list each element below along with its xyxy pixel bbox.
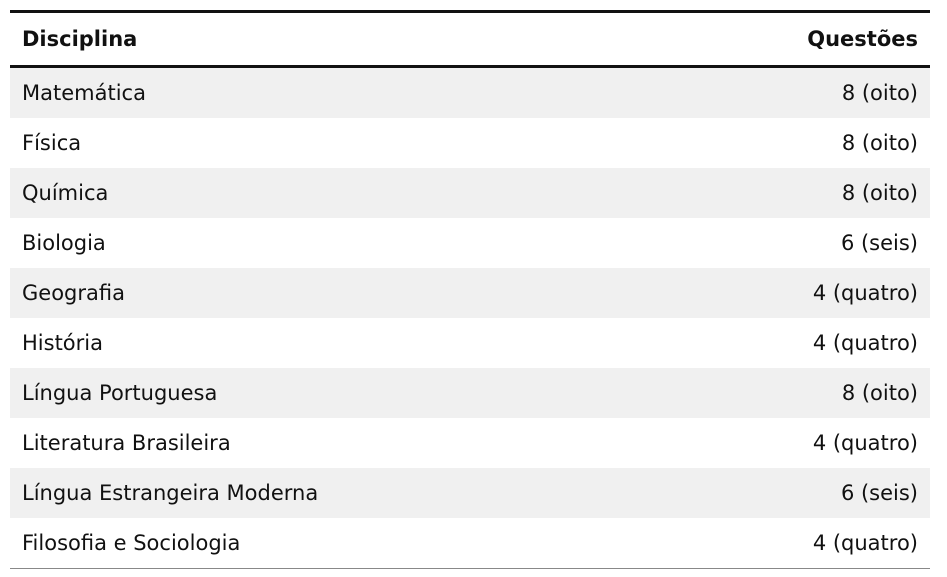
- table-row: Geografia 4 (quatro): [10, 268, 930, 318]
- subject-cell: Biologia: [22, 231, 106, 255]
- table-row: Biologia 6 (seis): [10, 218, 930, 268]
- subject-cell: Geografia: [10, 268, 658, 318]
- count-cell: 4 (quatro): [657, 268, 930, 318]
- header-cell: Questões: [657, 11, 930, 68]
- count-cell: 8 (oito): [657, 168, 930, 218]
- table-row: Filosofia e Sociologia 4 (quatro): [10, 518, 930, 569]
- count-cell: 6 (seis): [840, 231, 918, 255]
- count-cell: 4 (quatro): [812, 531, 918, 555]
- count-cell: 8 (oito): [657, 368, 930, 418]
- table-row: Física 8 (oito): [10, 118, 930, 168]
- table-row: Matemática 8 (oito): [10, 66, 930, 118]
- count-cell: 4 (quatro): [812, 331, 918, 355]
- subject-cell: História: [22, 331, 103, 355]
- count-cell: 8 (oito): [841, 131, 918, 155]
- count-cell: 6 (seis): [657, 468, 930, 518]
- subject-cell: Matemática: [10, 66, 658, 118]
- table-head: Disciplina Questões: [10, 11, 930, 68]
- count-cell: 4 (quatro): [812, 431, 918, 455]
- table-body: Matemática 8 (oito) Física 8 (oito) Química 8…: [10, 66, 930, 569]
- header-row: Disciplina Questões: [10, 11, 930, 68]
- subject-cell: Língua Portuguesa: [10, 368, 658, 418]
- table-row: Química 8 (oito): [10, 168, 930, 218]
- subject-cell: Literatura Brasileira: [22, 431, 231, 455]
- subject-cell: Filosofia e Sociologia: [22, 531, 241, 555]
- count-cell: 8 (oito): [657, 66, 930, 118]
- header-cell: Disciplina: [10, 11, 658, 68]
- subject-table: Disciplina Questões Matemática 8 (oito) Fí…: [10, 10, 930, 569]
- table-row: Língua Portuguesa 8 (oito): [10, 368, 930, 418]
- subject-cell: Língua Estrangeira Moderna: [10, 468, 658, 518]
- table-row: História 4 (quatro): [10, 318, 930, 368]
- table-row: Literatura Brasileira 4 (quatro): [10, 418, 930, 468]
- subject-cell: Química: [10, 168, 658, 218]
- subject-cell: Física: [22, 131, 82, 155]
- table-row: Língua Estrangeira Moderna 6 (seis): [10, 468, 930, 518]
